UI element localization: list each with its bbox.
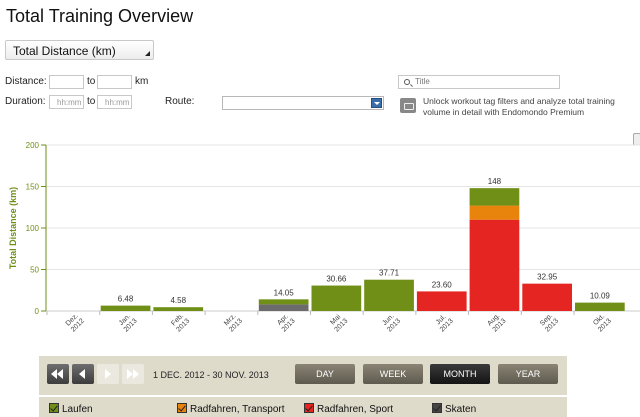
double-left-arrow-icon: [51, 369, 57, 379]
duration-to-label: to: [87, 96, 96, 107]
legend-item-radfahren-transport[interactable]: Radfahren, Transport: [177, 403, 285, 415]
period-controls: 1 DEC. 2012 - 30 NOV. 2013 DAY WEEK MONT…: [39, 356, 567, 395]
y-tick-label: 200: [26, 141, 40, 150]
x-tick-label: Mai2013: [328, 312, 350, 334]
distance-from-input[interactable]: [49, 75, 84, 89]
previous-button[interactable]: [72, 364, 94, 384]
y-tick-label: 100: [26, 224, 40, 233]
dropdown-arrow-icon[interactable]: [371, 98, 382, 108]
data-label: 10.09: [590, 292, 611, 301]
month-button[interactable]: MONTH: [430, 364, 490, 384]
legend-checkbox-icon[interactable]: [49, 403, 59, 413]
first-page-button[interactable]: [47, 364, 69, 384]
x-tick-label: Apr.2013: [275, 312, 297, 334]
bar-segment: [258, 299, 309, 305]
bar-segment: [100, 305, 151, 311]
bar-segment: [153, 307, 204, 311]
day-button[interactable]: DAY: [295, 364, 355, 384]
data-label: 6.48: [118, 295, 134, 304]
x-tick-label: Jan.2013: [117, 312, 139, 334]
data-label: 4.58: [170, 296, 186, 305]
page-title: Total Training Overview: [6, 6, 194, 26]
bar-segment: [469, 205, 520, 220]
dropdown-corner-icon: [145, 51, 150, 56]
y-axis-title: Total Distance (km): [8, 187, 18, 269]
x-tick-label: Mrz.2013: [222, 312, 244, 334]
duration-from-input[interactable]: hh:mm: [49, 95, 84, 109]
legend-checkbox-icon[interactable]: [177, 403, 187, 413]
data-label: 23.60: [432, 280, 453, 289]
data-label: 14.05: [274, 288, 295, 297]
premium-promo-text: Unlock workout tag filters and analyze t…: [423, 96, 615, 117]
data-label: 32.95: [537, 273, 558, 282]
legend-label: Radfahren, Transport: [190, 404, 285, 415]
x-tick-label: Jul.2013: [433, 312, 455, 334]
legend-checkbox-icon[interactable]: [304, 403, 314, 413]
bar-segment: [258, 304, 309, 311]
y-tick-label: 50: [30, 266, 39, 275]
duration-to-input[interactable]: hh:mm: [97, 95, 132, 109]
y-tick-label: 150: [26, 183, 40, 192]
bar-segment: [364, 279, 414, 311]
x-tick-label: Feb.2013: [170, 312, 192, 334]
data-label: 30.66: [326, 275, 347, 284]
legend-item-laufen[interactable]: Laufen: [49, 403, 93, 415]
route-select[interactable]: [222, 96, 384, 110]
date-range: 1 DEC. 2012 - 30 NOV. 2013: [153, 370, 269, 380]
bar-segment: [469, 219, 520, 311]
week-button[interactable]: WEEK: [363, 364, 423, 384]
data-label: 148: [488, 177, 502, 186]
duration-label: Duration:: [5, 96, 46, 107]
search-icon: [404, 79, 410, 85]
bar-segment: [469, 188, 520, 206]
x-tick-label: Sep.2013: [539, 312, 561, 334]
double-left-arrow-icon-b: [57, 369, 63, 379]
title-search-placeholder: Title: [415, 77, 430, 86]
data-label: 37.71: [379, 269, 400, 278]
bar-segment: [522, 283, 572, 311]
total-distance-chart: 0 50 100 150 200 Total Distance (km) Dez.2012 6…: [8, 141, 640, 334]
title-search-input[interactable]: Title: [398, 75, 560, 89]
next-button[interactable]: [97, 364, 119, 384]
legend-item-radfahren-sport[interactable]: Radfahren, Sport: [304, 403, 393, 415]
x-tick-label: Aug.2013: [486, 312, 508, 334]
metric-select[interactable]: Total Distance (km): [5, 40, 154, 60]
bar-segment: [416, 291, 467, 311]
distance-unit-label: km: [135, 76, 149, 87]
legend-checkbox-icon[interactable]: [432, 403, 442, 413]
y-tick-label: 0: [35, 307, 40, 316]
year-button[interactable]: YEAR: [498, 364, 558, 384]
legend-label: Laufen: [62, 404, 93, 415]
bar-segment: [311, 285, 362, 311]
bar-segment: [575, 302, 625, 311]
right-arrow-icon: [105, 369, 111, 379]
distance-label: Distance:: [5, 76, 47, 87]
left-arrow-icon: [79, 369, 85, 379]
distance-to-input[interactable]: [97, 75, 132, 89]
metric-select-label: Total Distance (km): [13, 44, 116, 58]
distance-to-label: to: [87, 76, 96, 87]
x-tick-label: Okt.2013: [591, 312, 613, 334]
x-tick-label: Dez.2012: [64, 312, 86, 334]
premium-tag-icon: [400, 98, 416, 113]
double-right-arrow-icon: [127, 369, 133, 379]
x-tick-label: Jun.2013: [381, 312, 403, 334]
chart-legend: Laufen Radfahren, Transport Radfahren, S…: [39, 397, 567, 417]
legend-item-skaten[interactable]: Skaten: [432, 403, 476, 415]
route-label: Route:: [165, 96, 195, 107]
double-right-arrow-icon-b: [133, 369, 139, 379]
legend-label: Skaten: [445, 404, 477, 415]
last-page-button[interactable]: [122, 364, 144, 384]
legend-label: Radfahren, Sport: [317, 404, 394, 415]
